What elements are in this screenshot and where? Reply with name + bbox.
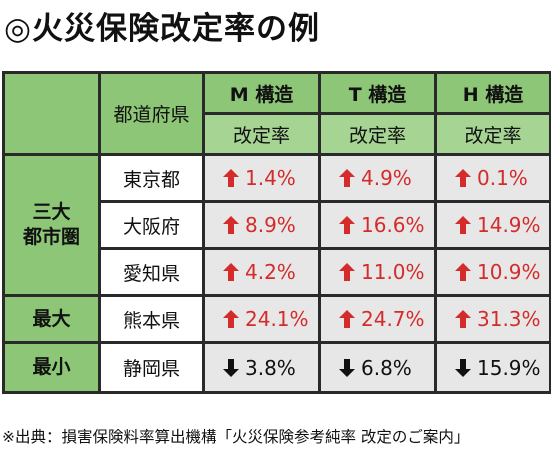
up-arrow-icon bbox=[455, 169, 471, 187]
up-arrow-icon bbox=[339, 216, 355, 234]
up-arrow-icon bbox=[455, 310, 471, 328]
value-cell: 24.1% bbox=[202, 294, 321, 344]
rate-percentage: 1.4% bbox=[245, 166, 296, 190]
rate-percentage: 4.2% bbox=[245, 260, 296, 284]
rate-value: 15.9% bbox=[455, 355, 541, 380]
prefecture-cell: 東京都 bbox=[98, 153, 205, 203]
rate-value: 11.0% bbox=[339, 260, 425, 284]
up-arrow-icon bbox=[223, 216, 239, 234]
table-row: 最小 静岡県 3.8% 6.8% 15.9% bbox=[2, 341, 551, 394]
up-arrow-icon bbox=[223, 263, 239, 281]
prefecture-cell: 静岡県 bbox=[98, 341, 205, 394]
prefecture-header: 都道府県 bbox=[98, 71, 205, 156]
group-label-metro: 三大 都市圏 bbox=[2, 153, 101, 297]
rate-value: 10.9% bbox=[455, 260, 541, 284]
rate-percentage: 24.1% bbox=[245, 307, 309, 331]
rate-value: 3.8% bbox=[223, 355, 296, 380]
rate-percentage: 6.8% bbox=[361, 355, 412, 380]
up-arrow-icon bbox=[455, 263, 471, 281]
rate-value: 1.4% bbox=[223, 166, 296, 190]
rate-percentage: 14.9% bbox=[477, 213, 541, 237]
up-arrow-icon bbox=[339, 310, 355, 328]
prefecture-cell: 大阪府 bbox=[98, 200, 205, 250]
rate-value: 6.8% bbox=[339, 355, 412, 380]
value-cell: 6.8% bbox=[318, 341, 437, 394]
value-cell: 0.1% bbox=[434, 153, 551, 203]
rate-value: 16.6% bbox=[339, 213, 425, 237]
value-cell: 16.6% bbox=[318, 200, 437, 250]
column-subheader-t: 改定率 bbox=[318, 112, 437, 156]
table-row: 愛知県 4.2% 11.0% 10.9% bbox=[4, 247, 551, 297]
rate-percentage: 24.7% bbox=[361, 307, 425, 331]
rate-percentage: 4.9% bbox=[361, 166, 412, 190]
column-subheader-m: 改定率 bbox=[202, 112, 321, 156]
rate-value: 4.9% bbox=[339, 166, 412, 190]
group-label-max: 最大 bbox=[2, 294, 101, 344]
value-cell: 4.9% bbox=[318, 153, 437, 203]
rate-value: 24.7% bbox=[339, 307, 425, 331]
down-arrow-icon bbox=[339, 358, 355, 377]
prefecture-cell: 愛知県 bbox=[98, 247, 205, 297]
rate-percentage: 11.0% bbox=[361, 260, 425, 284]
value-cell: 1.4% bbox=[202, 153, 321, 203]
group-label-min: 最小 bbox=[2, 341, 101, 394]
column-header-h: H 構造 bbox=[434, 71, 551, 115]
up-arrow-icon bbox=[339, 169, 355, 187]
rate-percentage: 3.8% bbox=[245, 355, 296, 380]
value-cell: 3.8% bbox=[202, 341, 321, 394]
rate-percentage: 31.3% bbox=[477, 307, 541, 331]
rate-percentage: 10.9% bbox=[477, 260, 541, 284]
rate-percentage: 15.9% bbox=[477, 355, 541, 380]
rate-value: 0.1% bbox=[455, 166, 528, 190]
column-header-t: T 構造 bbox=[318, 71, 437, 115]
page-title: ◎火災保険改定率の例 bbox=[4, 11, 321, 47]
value-cell: 14.9% bbox=[434, 200, 551, 250]
rate-table: 都道府県 M 構造 T 構造 H 構造 改定率 改定率 改定率 三大 都市圏 東… bbox=[2, 71, 551, 394]
column-header-m: M 構造 bbox=[202, 71, 321, 115]
down-arrow-icon bbox=[223, 358, 239, 377]
corner-cell bbox=[2, 71, 101, 156]
group-label-text: 三大 都市圏 bbox=[22, 201, 80, 248]
up-arrow-icon bbox=[455, 216, 471, 234]
rate-value: 4.2% bbox=[223, 260, 296, 284]
table-row: 三大 都市圏 東京都 1.4% 4.9% 0.1% bbox=[2, 153, 551, 297]
rate-value: 8.9% bbox=[223, 213, 296, 237]
value-cell: 31.3% bbox=[434, 294, 551, 344]
rate-value: 24.1% bbox=[223, 307, 309, 331]
rate-value: 31.3% bbox=[455, 307, 541, 331]
value-cell: 24.7% bbox=[318, 294, 437, 344]
value-cell: 11.0% bbox=[318, 247, 437, 297]
rate-percentage: 8.9% bbox=[245, 213, 296, 237]
table-row: 大阪府 8.9% 16.6% 14.9% bbox=[4, 200, 551, 250]
value-cell: 4.2% bbox=[202, 247, 321, 297]
table-row: 最大 熊本県 24.1% 24.7% 31.3% bbox=[2, 294, 551, 344]
rate-percentage: 0.1% bbox=[477, 166, 528, 190]
value-cell: 15.9% bbox=[434, 341, 551, 394]
up-arrow-icon bbox=[223, 169, 239, 187]
value-cell: 8.9% bbox=[202, 200, 321, 250]
value-cell: 10.9% bbox=[434, 247, 551, 297]
up-arrow-icon bbox=[339, 263, 355, 281]
up-arrow-icon bbox=[223, 310, 239, 328]
rate-percentage: 16.6% bbox=[361, 213, 425, 237]
column-subheader-h: 改定率 bbox=[434, 112, 551, 156]
rate-value: 14.9% bbox=[455, 213, 541, 237]
prefecture-cell: 熊本県 bbox=[98, 294, 205, 344]
source-note: ※出典：損害保険料率算出機構「火災保険参考純率 改定のご案内」 bbox=[2, 428, 470, 446]
down-arrow-icon bbox=[455, 358, 471, 377]
